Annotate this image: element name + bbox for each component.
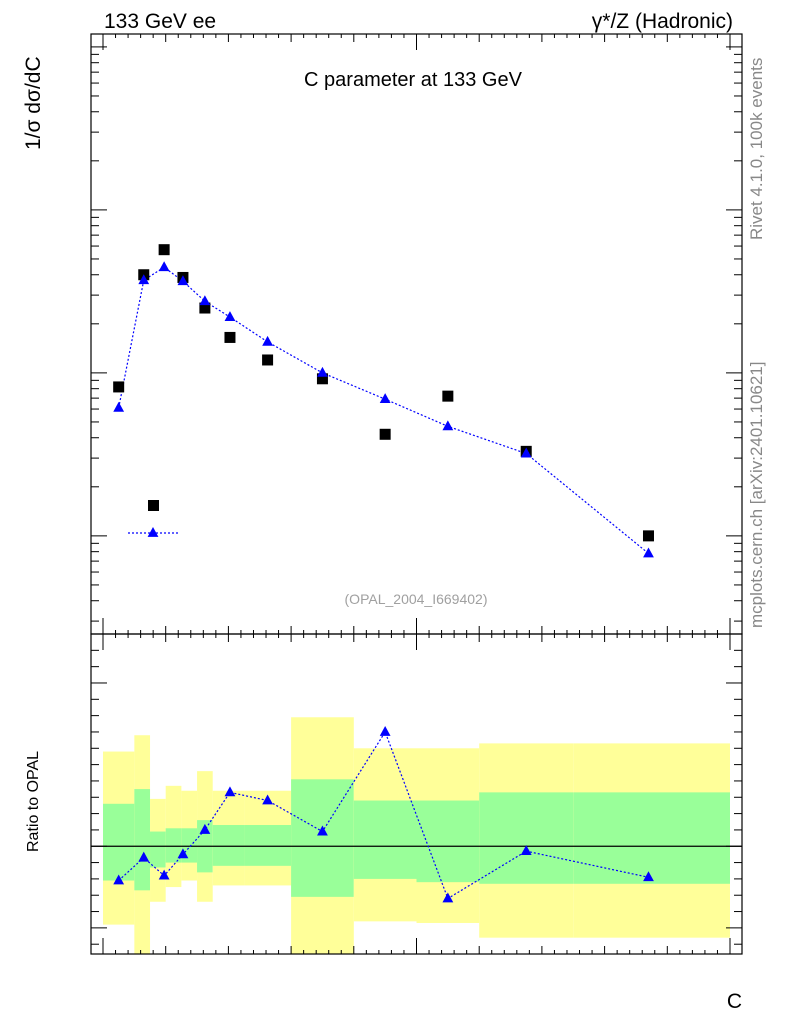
mcplots-label: mcplots.cern.ch [arXiv:2401.10621] [747, 362, 766, 628]
opal-point [379, 428, 391, 440]
mc-point [520, 447, 532, 458]
ratio-point [158, 869, 170, 880]
mc-point [224, 311, 236, 321]
main-ylabel: 1/σ dσ/dC [22, 56, 45, 150]
mc-point [177, 275, 189, 286]
x-axis-title: C [727, 990, 742, 1013]
ratio-point [224, 786, 236, 797]
mc-point [113, 401, 125, 412]
legend-opal-marker [148, 500, 159, 511]
mc-point [262, 335, 273, 346]
legend [128, 500, 180, 537]
ratio-point [177, 848, 189, 859]
mc-point [158, 261, 170, 272]
ratio-series [113, 725, 654, 903]
main-series [113, 244, 654, 558]
analysis-id: (OPAL_2004_I669402) [345, 591, 488, 607]
opal-point [642, 530, 654, 542]
ratio-band-inner [212, 825, 245, 866]
main-axis-ticks [91, 34, 742, 634]
opal-point [113, 381, 125, 393]
ratio-point [643, 871, 654, 882]
main-plot-frame [90, 33, 743, 635]
header-right: γ*/Z (Hadronic) [592, 10, 733, 33]
mc-point [138, 274, 150, 285]
ratio-uncertainty-bands [103, 717, 730, 954]
mc-point [643, 547, 654, 558]
plot-title: C parameter at 133 GeV [304, 69, 523, 91]
ratio-point [199, 823, 211, 834]
ratio-band-inner [479, 792, 574, 884]
opal-point [262, 354, 274, 366]
rivet-version-label: Rivet 4.1.0, 100k events [747, 58, 766, 240]
legend-mc-marker [147, 527, 159, 537]
mc-line [118, 266, 649, 554]
ratio-plot-frame [90, 633, 743, 955]
opal-point [316, 373, 328, 385]
opal-point [158, 244, 170, 256]
ratio-band-inner [150, 831, 166, 868]
opal-point [224, 331, 236, 343]
ratio-band-inner [244, 825, 292, 866]
mc-point [442, 420, 454, 431]
ratio-line [118, 730, 649, 900]
ratio-band-inner [103, 803, 135, 881]
ratio-point [262, 794, 273, 805]
mc-point [379, 393, 391, 404]
ratio-point [138, 851, 150, 862]
mc-point [199, 295, 211, 306]
header-left: 133 GeV ee [104, 10, 216, 33]
ratio-band-inner [573, 792, 730, 884]
ratio-point [379, 725, 391, 736]
ratio-point [442, 892, 454, 903]
ratio-point [317, 825, 328, 836]
ratio-band-inner [165, 828, 182, 863]
ratio-point [520, 845, 532, 856]
ratio-band-inner [291, 779, 354, 897]
ratio-band-inner [134, 789, 151, 891]
ratio-band-inner [353, 800, 417, 879]
mc-point [317, 366, 328, 377]
ratio-ylabel: Ratio to OPAL [25, 751, 42, 852]
opal-point [199, 302, 211, 314]
opal-point [442, 390, 454, 402]
ratio-point [113, 874, 125, 885]
ratio-band-inner [416, 800, 480, 883]
